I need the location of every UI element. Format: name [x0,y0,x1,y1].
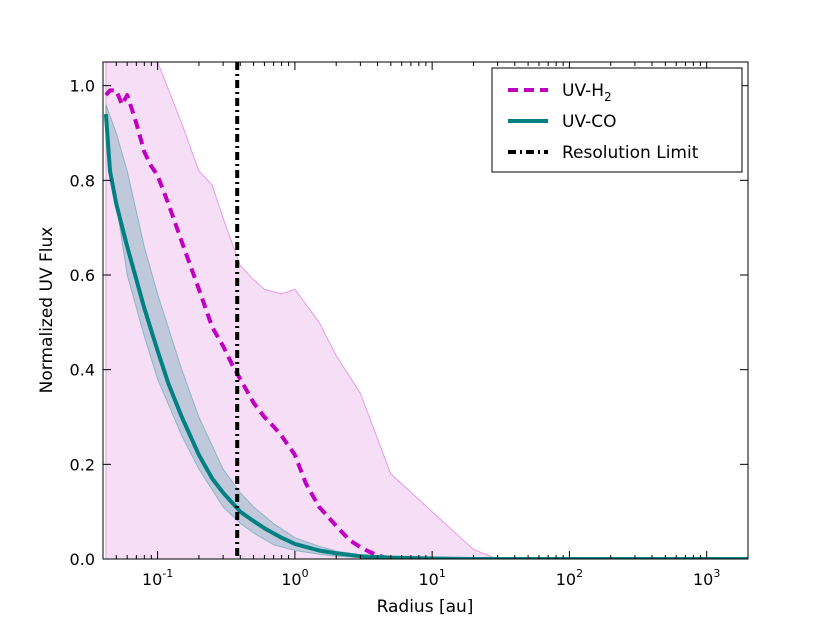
y-tick-label: 1.0 [70,77,95,96]
x-axis-label: Radius [au] [377,597,474,617]
y-tick-label: 0.8 [70,171,95,190]
x-tick-label: 102 [556,567,583,589]
y-tick-label: 0.0 [70,550,95,569]
legend-label-uv-h2: UV-H2 [562,81,612,104]
axis-tick-labels: 0.0 0.2 0.4 0.6 0.8 1.0 10-1 100 101 102 103 [70,77,721,589]
legend-label-uv-co: UV-CO [562,112,616,132]
uncertainty-bands [105,62,498,559]
x-tick-label: 10-1 [142,567,173,589]
band-uv-co [105,104,474,559]
x-tick-label: 100 [281,567,308,589]
y-tick-label: 0.4 [70,361,95,380]
legend-label-resolution-limit: Resolution Limit [562,143,699,163]
y-tick-label: 0.2 [70,455,95,474]
x-tick-label: 103 [693,567,720,589]
axis-ticks [102,62,749,560]
band-uv-h2 [105,62,498,559]
series-line-uv-h2 [104,88,386,559]
x-tick-label: 101 [418,567,445,589]
legend: UV-H2 UV-CO Resolution Limit [491,67,743,173]
y-tick-label: 0.6 [70,266,95,285]
y-axis-label: Normalized UV Flux [37,227,57,394]
